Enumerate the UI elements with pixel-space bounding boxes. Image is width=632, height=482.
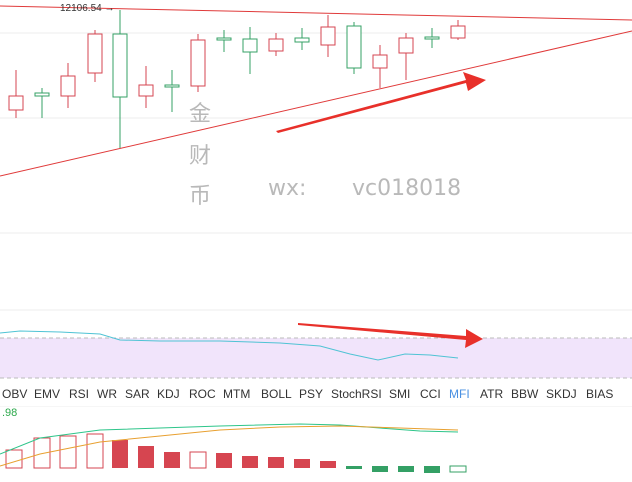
lower-bar <box>398 466 414 472</box>
tab-obv[interactable]: OBV <box>2 387 28 401</box>
candle-body <box>8 95 24 111</box>
lower-bar <box>216 453 232 468</box>
candle-body <box>398 37 414 54</box>
lower-bar <box>33 437 51 469</box>
lower-bar <box>372 466 388 472</box>
lower-line-green <box>0 423 459 455</box>
tab-emv[interactable]: EMV <box>34 387 61 401</box>
tab-wr[interactable]: WR <box>97 387 117 401</box>
tab-bias[interactable]: BIAS <box>586 387 614 401</box>
candle-body <box>112 33 128 98</box>
red-arrow-upper <box>276 72 486 133</box>
tab-rsi[interactable]: RSI <box>69 387 90 401</box>
candle-body <box>138 84 154 97</box>
tab-roc[interactable]: ROC <box>189 387 216 401</box>
candle-body <box>87 33 103 74</box>
lower-bar <box>449 465 467 473</box>
watermark-char-2: 财 <box>189 144 212 169</box>
watermark-id: vc018018 <box>352 176 462 201</box>
candle-body <box>346 25 362 69</box>
high-price-label: 12106.54 → <box>60 3 115 14</box>
lower-bar <box>424 466 440 473</box>
lower-bar <box>5 449 23 469</box>
candle-body <box>268 38 284 52</box>
candle-body <box>320 26 336 46</box>
tab-boll[interactable]: BOLL <box>261 387 292 401</box>
watermark-char-1: 金 <box>189 102 212 127</box>
red-arrow-lower <box>298 323 483 348</box>
tab-mfi[interactable]: MFI <box>449 387 470 401</box>
lower-bar <box>320 461 336 468</box>
mfi-panel[interactable] <box>0 318 632 384</box>
candle-body <box>372 54 388 69</box>
lower-bars <box>5 433 467 473</box>
candle-body <box>216 37 232 41</box>
mfi-line <box>0 330 459 361</box>
lower-trendline <box>0 30 632 177</box>
tab-bbw[interactable]: BBW <box>511 387 539 401</box>
candle-body <box>450 25 466 39</box>
lower-bar <box>112 440 128 468</box>
candles <box>8 10 466 148</box>
candle-body <box>242 38 258 53</box>
candlestick-chart[interactable] <box>0 0 632 330</box>
candle-body <box>294 37 310 43</box>
tab-smi[interactable]: SMI <box>389 387 411 401</box>
lower-bar <box>138 446 154 468</box>
candle-body <box>60 75 76 97</box>
tab-stochrsi[interactable]: StochRSI <box>331 387 382 401</box>
lower-indicator-panel[interactable] <box>0 406 632 482</box>
indicator-tabs: OBV EMV RSI WR SAR KDJ ROC MTM BOLL PSY StochRSI SM… <box>0 384 632 406</box>
watermark-char-3: 币 <box>189 184 212 209</box>
lower-bar <box>268 457 284 468</box>
mfi-band <box>0 338 632 378</box>
lower-bar <box>59 435 77 469</box>
candle-body <box>34 92 50 97</box>
lower-bar <box>294 459 310 468</box>
tab-atr[interactable]: ATR <box>480 387 504 401</box>
tab-skdj[interactable]: SKDJ <box>546 387 577 401</box>
candle-body <box>424 36 440 40</box>
tab-psy[interactable]: PSY <box>299 387 324 401</box>
candle-body <box>164 84 180 88</box>
lower-value-label: .98 <box>2 407 18 419</box>
lower-bar <box>242 456 258 468</box>
grid-lines <box>0 32 632 311</box>
tab-mtm[interactable]: MTM <box>223 387 251 401</box>
lower-bar <box>346 466 362 469</box>
lower-bar <box>86 433 104 469</box>
tab-cci[interactable]: CCI <box>420 387 441 401</box>
lower-bar <box>164 452 180 468</box>
tab-sar[interactable]: SAR <box>125 387 150 401</box>
candle-body <box>190 39 206 87</box>
lower-bar <box>189 451 207 469</box>
watermark-wx: wx: <box>268 176 307 201</box>
lower-line-orange <box>0 425 459 467</box>
tab-kdj[interactable]: KDJ <box>157 387 180 401</box>
upper-trendline <box>0 5 632 21</box>
